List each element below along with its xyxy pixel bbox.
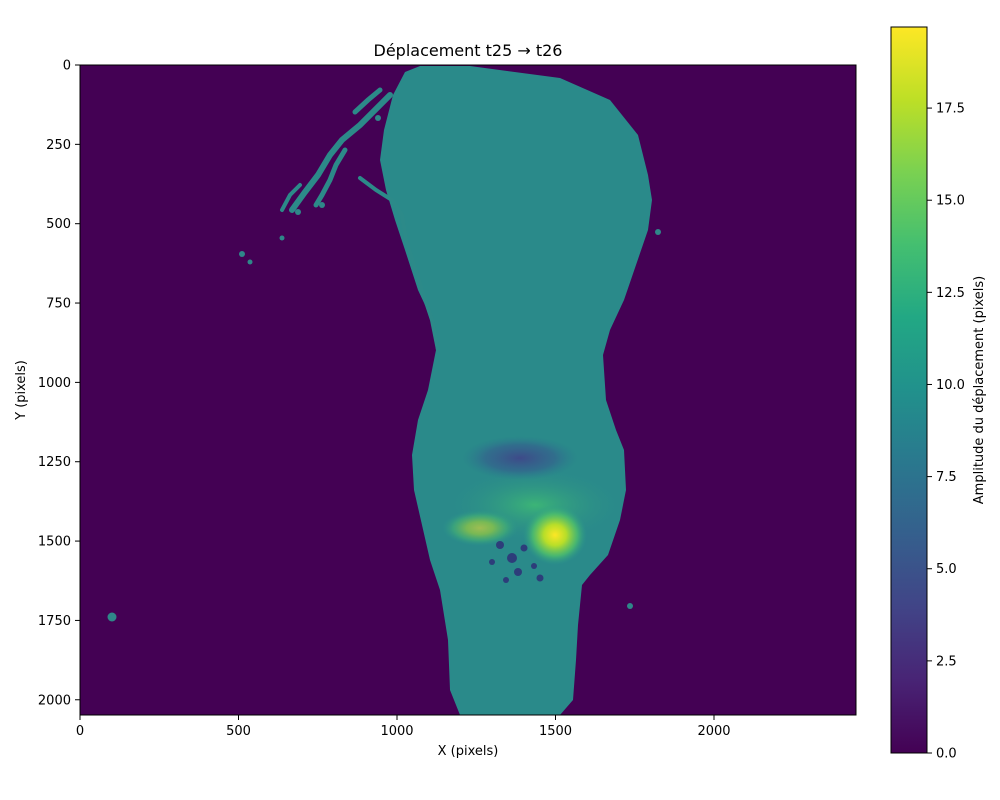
y-tick-label: 1750 [38,614,71,629]
x-tick-label: 1000 [380,724,413,739]
speckle [536,574,544,582]
heatmap-low-zone [462,436,578,480]
colorbar-tick-label: 17.5 [936,102,965,117]
debris-blob [375,115,381,121]
plot-area [80,65,856,715]
y-tick-label: 750 [46,297,71,312]
arm-stroke [289,92,393,213]
colorbar-tick-label: 2.5 [936,654,957,669]
x-axis-ticks: 0 500 1000 1500 2000 [76,715,731,739]
speckle [496,541,504,549]
debris-blob [247,259,253,265]
colorbar-tick-label: 7.5 [936,470,957,485]
colorbar [890,26,928,754]
y-tick-label: 1500 [38,535,71,550]
speckle [520,544,528,552]
arm-stroke [280,183,302,212]
speckle [507,553,517,563]
heatmap-peak-zone [523,505,587,565]
speckle [503,577,509,583]
y-tick-label: 500 [46,217,71,232]
colorbar-tick-label: 5.0 [936,562,957,577]
heatmap-dark-speckles [489,541,544,583]
arm-stroke [313,147,348,208]
x-tick-label: 1500 [539,724,572,739]
speckle [531,563,537,569]
y-axis-ticks: 0 250 500 750 1000 1250 1500 1750 2000 [38,59,80,708]
y-tick-label: 1000 [38,376,71,391]
colorbar-ticks: 0.0 2.5 5.0 7.5 10.0 12.5 15.0 17.5 [927,102,965,762]
x-tick-label: 500 [226,724,251,739]
colorbar-tick-label: 12.5 [936,286,965,301]
y-tick-label: 0 [63,59,71,74]
heatmap-arm-structures [280,87,440,352]
debris-blob [627,603,633,609]
debris-blob [655,229,661,235]
y-axis-label: Y (pixels) [14,360,29,421]
y-tick-label: 2000 [38,693,71,708]
speckle [489,559,495,565]
colorbar-tick-label: 15.0 [936,194,965,209]
x-tick-label: 0 [76,724,84,739]
debris-blob [107,612,117,622]
y-tick-label: 1250 [38,455,71,470]
heatmap-body-region [380,66,652,715]
plot-frame [79,64,857,716]
debris-blob [239,251,245,257]
debris-blob [279,235,285,241]
x-axis-label: X (pixels) [438,744,499,759]
y-tick-label: 250 [46,138,71,153]
heatmap-debris [107,115,661,622]
heatmap-bright-band [442,510,518,546]
x-tick-label: 2000 [697,724,730,739]
colorbar-tick-label: 0.0 [936,747,957,762]
speckle [514,568,522,576]
debris-blob [295,209,301,215]
debris-blob [319,202,325,208]
arm-stroke [352,87,383,115]
colorbar-label: Amplitude du déplacement (pixels) [972,276,987,504]
arm-stroke [358,176,440,352]
colorbar-tick-label: 10.0 [936,378,965,393]
chart-title: Déplacement t25 → t26 [374,41,563,60]
